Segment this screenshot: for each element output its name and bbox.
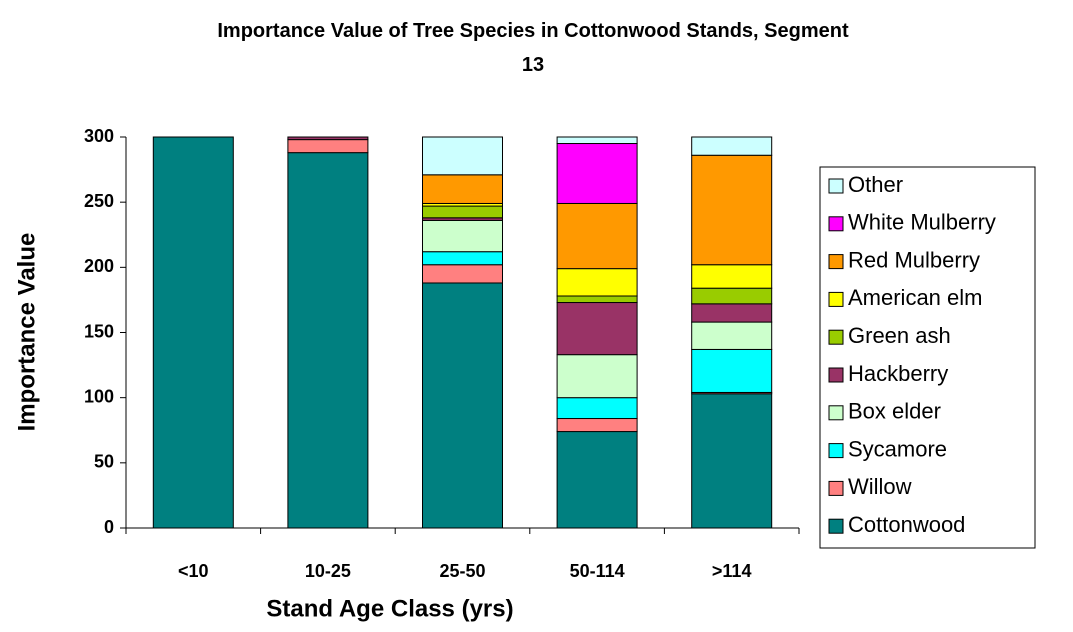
bar-segment (691, 393, 773, 529)
bar-segment (556, 202, 638, 270)
bar-segment (422, 282, 503, 529)
y-tick-label: 250 (84, 191, 114, 211)
y-tick-label: 150 (84, 321, 114, 341)
bar-segment (152, 136, 234, 529)
x-tick-label: 25-50 (439, 561, 485, 581)
bar-segment (422, 136, 503, 176)
bar-segment (422, 219, 503, 253)
y-tick-label: 300 (84, 126, 114, 146)
bar-segment (556, 136, 638, 145)
legend-swatch (828, 291, 844, 307)
legend-label: Sycamore (848, 436, 947, 461)
bar-segment (556, 295, 638, 304)
legend-label: American elm (848, 285, 982, 310)
legend-swatch (828, 405, 844, 421)
legend-label: Box elder (848, 399, 941, 424)
bar-segment (556, 431, 638, 529)
legend-label: Red Mulberry (848, 247, 980, 272)
legend-label: White Mulberry (848, 210, 996, 235)
x-tick-label: <10 (178, 561, 209, 581)
y-tick-label: 50 (94, 452, 114, 472)
bar-segment (287, 152, 369, 529)
y-tick-label: 0 (104, 517, 114, 537)
x-axis-label: Stand Age Class (yrs) (266, 595, 513, 622)
bar-segment (691, 264, 773, 289)
legend-swatch (828, 216, 844, 232)
bar-segment (556, 397, 638, 420)
bar-segment (691, 321, 773, 350)
legend-swatch (828, 518, 844, 534)
legend-label: Other (848, 172, 903, 197)
legend-label: Hackberry (848, 361, 948, 386)
bar-segment (287, 136, 369, 141)
chart-title: Importance Value of Tree Species in Cott… (217, 20, 849, 76)
x-tick-label: 10-25 (305, 561, 351, 581)
legend-box (819, 166, 1036, 549)
x-tick-label: >114 (712, 561, 752, 581)
y-tick-label: 100 (84, 386, 114, 406)
bar-segment (556, 354, 638, 399)
legend-swatch (828, 480, 844, 496)
legend-swatch (828, 443, 844, 459)
legend-label: Willow (848, 474, 912, 499)
legend-swatch (828, 254, 844, 270)
bar-segment (556, 268, 638, 297)
bar-segment (556, 302, 638, 356)
bar-segment (556, 143, 638, 204)
y-axis-label: Importance Value (13, 233, 40, 432)
bar-segment (287, 139, 369, 154)
bar-segment (691, 303, 773, 323)
bar-segment (422, 205, 503, 219)
y-tick-label: 200 (84, 256, 114, 276)
bar-segment (422, 251, 503, 266)
bar-segment (691, 348, 773, 393)
bar-segment (556, 418, 638, 433)
legend-swatch (828, 329, 844, 345)
legend-label: Green ash (848, 323, 951, 348)
legend-swatch (828, 178, 844, 194)
x-tick-label: 50-114 (570, 561, 625, 581)
legend-swatch (828, 367, 844, 383)
bar-segment (691, 136, 773, 156)
legend-label: Cottonwood (848, 512, 965, 537)
bar-segment (422, 174, 503, 204)
bar-segment (691, 154, 773, 266)
bar-segment (691, 287, 773, 305)
bar-segment (422, 264, 503, 284)
